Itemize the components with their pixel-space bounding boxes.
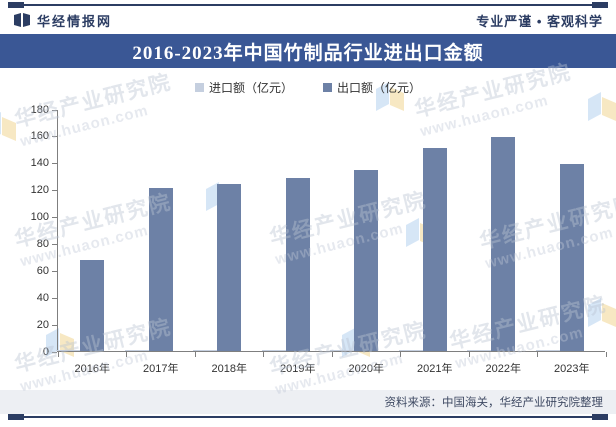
x-axis-label: 2016年 [74,363,110,375]
x-axis-label: 2023年 [554,363,590,375]
header-slogan: 专业严谨 • 客观科学 [476,13,603,29]
y-tick-label: 160 [30,130,49,143]
header: 华经情报网 专业严谨 • 客观科学 [0,6,616,34]
bar-export [217,184,242,351]
x-axis-label: 2017年 [143,363,179,375]
legend-item-import: 进口额（亿元） [194,79,293,96]
x-axis-label: 2021年 [417,363,453,375]
y-tick-label: 100 [30,211,49,224]
y-tick-mark [52,270,57,272]
y-tick-label: 80 [36,237,49,250]
x-axis-label: 2022年 [485,363,521,375]
y-tick-mark [52,163,57,165]
bar-import [398,349,423,351]
bar-import [330,349,355,351]
y-tick-mark [52,297,57,299]
bar-export [354,169,379,351]
x-tick-mark [605,352,607,357]
y-tick-mark [52,351,57,353]
y-tick-label: 120 [30,184,49,197]
x-tick-mark [126,352,127,357]
top-border [8,2,608,8]
bottom-border-left-cap [8,414,24,420]
x-axis-label: 2018年 [211,363,247,375]
legend-export-label: 出口额（亿元） [337,81,422,95]
y-tick-mark [52,190,57,192]
y-tick-label: 20 [36,318,49,331]
y-tick-mark [52,136,57,138]
x-tick-mark [468,352,470,357]
bar-export [80,259,105,351]
x-axis-label: 2020年 [348,363,384,375]
title-bar: 2016-2023年中国竹制品行业进出口金额 [0,34,616,68]
legend-item-export: 出口额（亿元） [323,79,421,96]
y-tick-label: 180 [30,103,49,116]
chart-legend: 进口额（亿元） 出口额（亿元） [0,79,616,96]
export-swatch-icon [323,83,332,92]
x-tick-mark [194,352,196,357]
y-tick-label: 40 [36,291,49,304]
bar-import [193,349,218,351]
legend-import-label: 进口额（亿元） [208,81,293,95]
y-tick-mark [52,324,57,326]
top-border-left-cap [8,2,24,8]
bar-import [124,349,149,351]
y-tick-label: 0 [42,345,49,358]
bar-export [491,137,516,351]
y-tick-label: 140 [30,157,49,170]
y-tick-mark [52,217,57,219]
bar-export [285,177,310,351]
bottom-border [8,414,608,420]
footer: 资料来源：中国海关，华经产业研究院整理 [0,390,616,414]
bar-import [56,349,81,351]
chart-section: 进口额（亿元） 出口额（亿元） 0 20 40 60 80 100 120 140 160 180… [0,61,616,398]
bar-export [422,148,447,351]
x-tick-mark [263,352,264,357]
x-axis-label: 2019年 [280,363,316,375]
x-tick-mark [57,352,59,357]
bar-export [148,188,173,351]
x-tick-mark [400,352,401,357]
bar-import [261,349,286,351]
book-logo-icon [14,13,30,27]
top-border-right-cap [592,2,608,8]
y-tick-label: 60 [36,264,49,277]
chart-title: 2016-2023年中国竹制品行业进出口金额 [132,42,484,64]
brand-name: 华经情报网 [37,13,113,29]
bottom-border-right-cap [592,414,608,420]
bar-export [559,164,584,351]
brand: 华经情报网 [13,11,112,30]
x-tick-mark [331,352,333,357]
import-swatch-icon [194,83,204,92]
bar-import [467,349,492,351]
y-tick-mark [52,243,57,245]
y-tick-mark [52,109,57,111]
data-source: 资料来源：中国海关，华经产业研究院整理 [384,397,604,409]
bar-import [535,349,560,351]
plot-area: 0 20 40 60 80 100 120 140 160 180 2016年 2017年 2018年 2… [31,104,607,375]
x-tick-mark [537,352,538,357]
